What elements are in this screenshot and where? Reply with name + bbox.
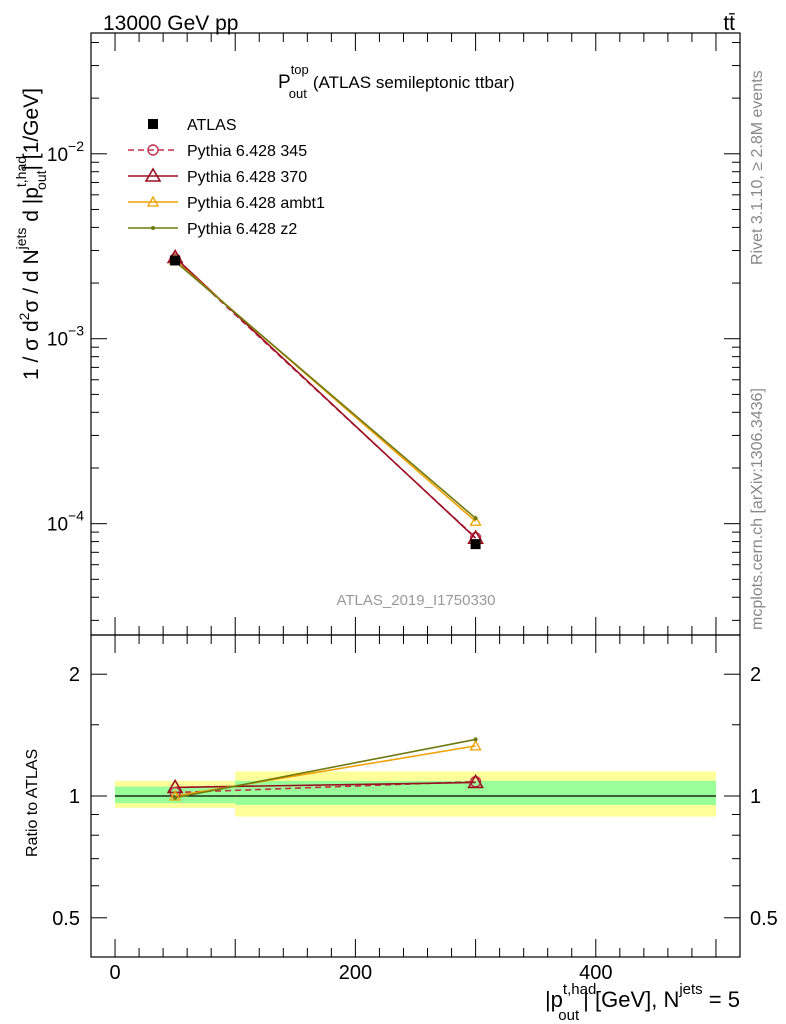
legend-marker-data <box>148 119 158 129</box>
y-axis-label: 1 / σ d2σ / d Njets d |pt,had out| [1/GeV… <box>13 88 49 380</box>
legend-marker-ambt1 <box>146 195 160 207</box>
ratio-line-z2 <box>174 738 476 799</box>
ratio-plot-panel: 0.5 0.5 1 1 2 2 <box>52 634 778 958</box>
ratio-line-p370 <box>175 781 476 789</box>
legend-label-z2: Pythia 6.428 z2 <box>187 221 297 238</box>
ratio-y-tick-label: 1 <box>69 786 80 808</box>
legend: ATLAS Pythia 6.428 345 Pythia 6.428 370 Pyt… <box>128 117 325 238</box>
ratio-series-lines <box>174 738 476 799</box>
ratio-y-tick-label: 2 <box>69 664 80 686</box>
ratio-marker-p370 <box>467 773 484 789</box>
x-tick-label: 400 <box>579 962 612 984</box>
ratio-y-tick-label-right: 1 <box>750 786 761 808</box>
ratio-tick-labels: 0.5 0.5 1 1 2 2 <box>52 664 778 930</box>
legend-marker-p370 <box>144 167 162 182</box>
main-series-markers <box>166 248 484 550</box>
legend-marker-p345 <box>147 144 159 156</box>
rivet-label: Rivet 3.1.10, ≥ 2.8M events <box>749 70 766 265</box>
x-tick-label: 0 <box>109 962 120 984</box>
ratio-marker-ambt1 <box>469 739 482 751</box>
mcplots-label: mcplots.cern.ch [arXiv:1306.3436] <box>749 388 766 630</box>
main-plot-panel: 10−4 10−3 10−2 <box>47 32 741 636</box>
ratio-uncertainty-bands <box>115 771 716 817</box>
ratio-y-tick-label-right: 0.5 <box>750 908 778 930</box>
main-axis-ticks <box>91 33 740 635</box>
ratio-marker-p370 <box>166 778 184 794</box>
plot-title: Ptop out(ATLAS semileptonic ttbar) <box>278 62 515 101</box>
ratio-marker-z2 <box>173 795 178 800</box>
series-line-z2 <box>174 260 477 519</box>
y-tick-label: 10−3 <box>47 323 84 351</box>
main-series-lines <box>174 256 477 539</box>
marker-z2 <box>473 516 478 521</box>
legend-marker-z2 <box>151 226 155 230</box>
ratio-y-tick-label: 0.5 <box>52 908 80 930</box>
legend-label-ambt1: Pythia 6.428 ambt1 <box>187 195 325 212</box>
ratio-y-tick-label-right: 2 <box>750 664 761 686</box>
data-point <box>470 539 481 550</box>
x-axis-label: |pt,had out| [GeV], Njets = 5 <box>545 981 740 1024</box>
y-tick-label: 10−2 <box>47 138 84 166</box>
y-tick-label: 10−4 <box>47 508 84 536</box>
analysis-watermark: ATLAS_2019_I1750330 <box>336 592 495 609</box>
ratio-axis-label: Ratio to ATLAS <box>24 749 41 857</box>
header-process: tt̄ <box>723 12 735 35</box>
ratio-axis-ticks <box>91 635 740 957</box>
ratio-marker-ambt1 <box>169 789 182 801</box>
main-tick-labels: 10−4 10−3 10−2 <box>47 138 84 536</box>
header-energy: 13000 GeV pp <box>103 12 238 35</box>
ratio-marker-z2 <box>473 737 478 742</box>
data-point <box>170 255 181 266</box>
legend-label-data: ATLAS <box>187 117 237 134</box>
ratio-series-markers <box>166 737 484 801</box>
legend-label-p345: Pythia 6.428 345 <box>187 143 307 160</box>
legend-label-p370: Pythia 6.428 370 <box>187 169 307 186</box>
marker-ambt1 <box>469 514 482 526</box>
x-tick-label: 200 <box>339 962 372 984</box>
x-tick-labels: 0 200 400 <box>109 962 612 984</box>
